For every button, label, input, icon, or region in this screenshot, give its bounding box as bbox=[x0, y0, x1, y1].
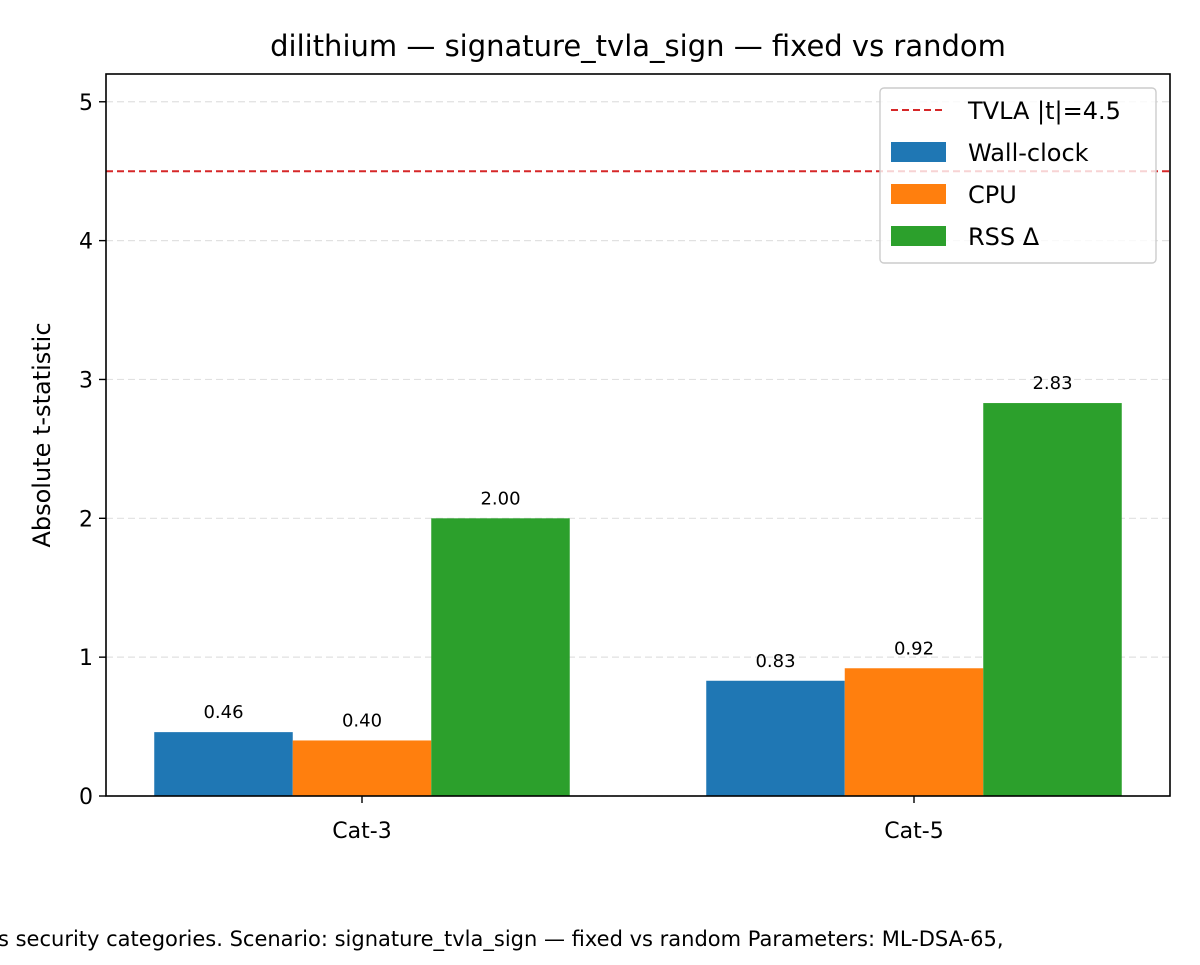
bar-rss-cat-5 bbox=[983, 403, 1122, 796]
data-label: 2.00 bbox=[480, 488, 520, 509]
data-label: 2.83 bbox=[1032, 373, 1072, 394]
data-label: 0.46 bbox=[203, 702, 243, 723]
y-tick-label: 3 bbox=[79, 368, 93, 393]
y-tick-label: 4 bbox=[79, 230, 93, 255]
legend-label: CPU bbox=[968, 181, 1017, 209]
legend-box bbox=[879, 87, 1157, 264]
y-tick-label: 0 bbox=[79, 785, 93, 810]
bars bbox=[154, 403, 1122, 796]
legend-label-threshold: TVLA |t|=4.5 bbox=[967, 97, 1121, 125]
legend-swatch-wall-clock bbox=[891, 142, 946, 162]
bar-cpu-cat-3 bbox=[292, 740, 432, 796]
bar-wall-clock-cat-3 bbox=[154, 732, 293, 796]
data-labels: 0.46 0.40 2.00 0.83 0.92 2.83 bbox=[203, 373, 1072, 731]
data-label: 0.83 bbox=[755, 651, 795, 672]
chart-title: dilithium — signature_tvla_sign — fixed … bbox=[270, 29, 1006, 63]
legend-swatch-cpu bbox=[891, 184, 946, 204]
bar-rss-cat-3 bbox=[431, 518, 570, 796]
bar-wall-clock-cat-5 bbox=[706, 680, 845, 796]
y-axis-ticks: 0 1 2 3 4 5 bbox=[79, 91, 106, 810]
y-tick-label: 5 bbox=[79, 91, 93, 116]
y-axis-label: Absolute t-statistic bbox=[28, 322, 56, 547]
y-tick-label: 1 bbox=[79, 646, 93, 671]
figure-caption: s security categories. Scenario: signatu… bbox=[0, 927, 1004, 952]
x-tick-label: Cat-3 bbox=[332, 819, 391, 844]
legend: TVLA |t|=4.5 Wall-clock CPU RSS Δ bbox=[879, 87, 1157, 264]
data-label: 0.92 bbox=[894, 638, 934, 659]
data-label: 0.40 bbox=[342, 710, 382, 731]
plot-frame bbox=[105, 73, 1171, 797]
legend-label: Wall-clock bbox=[968, 139, 1089, 167]
bar-cpu-cat-5 bbox=[844, 668, 984, 796]
y-tick-label: 2 bbox=[79, 507, 93, 532]
x-tick-label: Cat-5 bbox=[884, 819, 943, 844]
legend-swatch-rss bbox=[891, 226, 946, 246]
x-axis-ticks: Cat-3 Cat-5 bbox=[332, 796, 944, 844]
legend-label: RSS Δ bbox=[968, 223, 1040, 251]
